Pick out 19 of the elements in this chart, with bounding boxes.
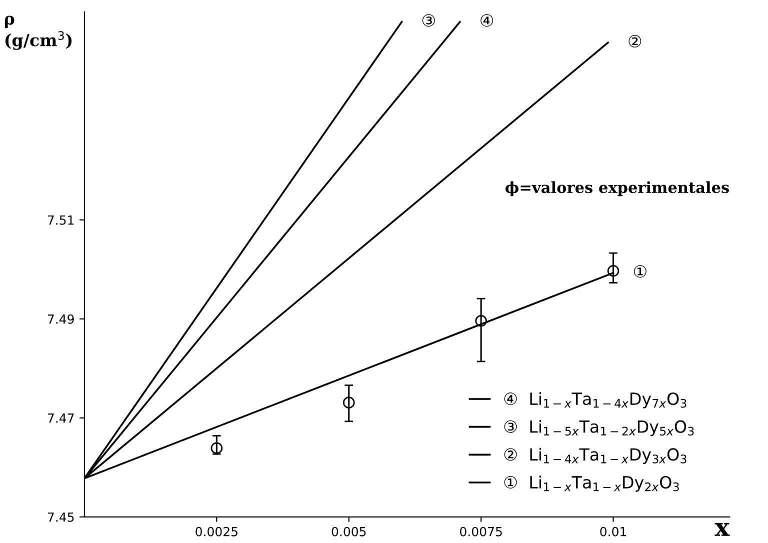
y-tick-label: 7.45 xyxy=(48,512,74,522)
y-tick-label: 7.47 xyxy=(48,414,74,423)
legend-label: ② Li$_{1−4x}$Ta$_{1−x}$Dy$_{3x}$O$_{3}$ xyxy=(504,448,686,464)
annotation: ③ xyxy=(422,14,435,27)
annotation: ϕ=valores experimentales xyxy=(505,181,729,196)
y-tick-label: 7.51 xyxy=(48,216,74,225)
x-tick-label: 0.005 xyxy=(332,526,366,536)
annotation: ① xyxy=(634,265,646,278)
x-tick-label: 0.01 xyxy=(600,526,626,536)
legend-label: ① Li$_{1−x}$Ta$_{1−x}$Dy$_{2x}$O$_{3}$ xyxy=(504,476,679,492)
y-tick-label: 7.49 xyxy=(48,314,74,324)
x-tick-label: 0.0025 xyxy=(196,526,238,536)
x-axis-title: x xyxy=(714,522,730,536)
legend-label: ③ Li$_{1−5x}$Ta$_{1−2x}$Dy$_{5x}$O$_{3}$ xyxy=(504,420,694,436)
annotation: ② xyxy=(628,34,642,48)
x-tick-label: 0.0075 xyxy=(460,526,502,536)
legend-label: ④ Li$_{1−x}$Ta$_{1−4x}$Dy$_{7x}$O$_{3}$ xyxy=(504,392,686,408)
y-axis-title: ρ (g/cm$^{3}$) xyxy=(4,16,72,50)
annotation: ④ xyxy=(480,14,494,27)
